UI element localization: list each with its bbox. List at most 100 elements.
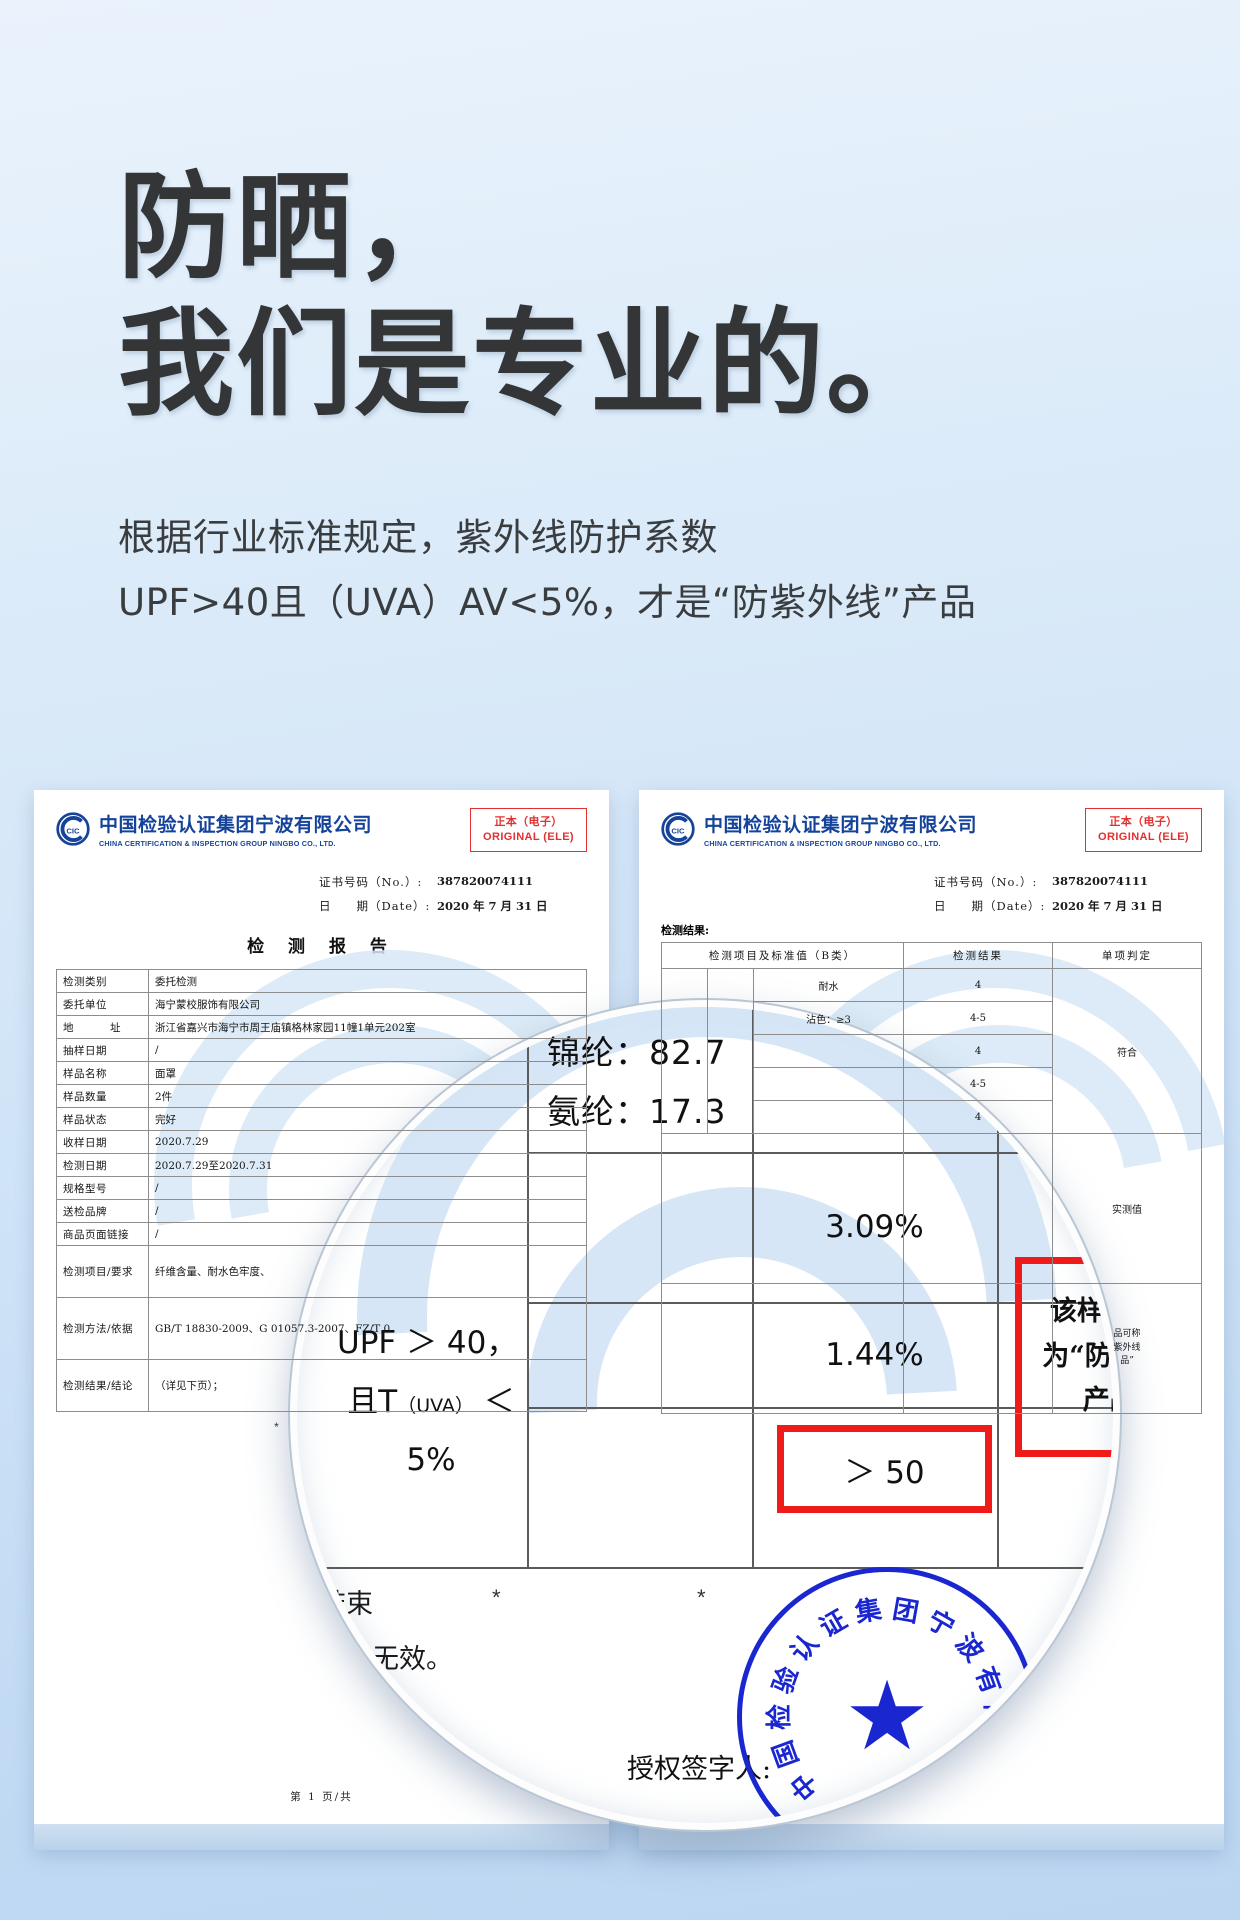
row-value: 委托检测 (148, 969, 587, 993)
svg-text:CIC: CIC (66, 826, 80, 835)
page-bottom-band (34, 1824, 609, 1850)
table-row: 检测日期 2020.7.29至2020.7.31 (56, 1153, 587, 1177)
row-value: 2件 (148, 1084, 587, 1108)
subtitle-line-1: 根据行业标准规定，紫外线防护系数 (118, 515, 718, 559)
certificate-page-1: CIC 中国检验认证集团宁波有限公司 CHINA CERTIFICATION &… (34, 790, 609, 1850)
row-key: 检测项目/要求 (56, 1245, 149, 1298)
col-items: 检测项目及标准值（B类） (661, 942, 904, 969)
stamp-ring (737, 1567, 1037, 1823)
verdict-uv-note: 品可称 紫外线 品” (1052, 1283, 1202, 1414)
row-key: 地 址 (56, 1015, 149, 1039)
item-label: 沾色：≥3 (753, 1001, 904, 1035)
row-value: 海宁蒙校服饰有限公司 (148, 992, 587, 1016)
results-table: 检测项目及标准值（B类） 检测结果 单项判定 耐水 4 符合 沾色：≥3 4-5 (661, 942, 1202, 1414)
row-key: 收样日期 (56, 1130, 149, 1154)
official-stamp: ★ 中国检验认证集团宁波有限公司 (737, 1567, 1037, 1823)
table-row: 4-5 (662, 1067, 1202, 1101)
footer-line-1: 结束 (319, 1589, 373, 1620)
row-key: 商品页面链接 (56, 1222, 149, 1246)
group-name: 耐水 (753, 968, 904, 1002)
cert-no-value: 387820074111 (1052, 874, 1149, 888)
page-footer: 第 1 页/共 (290, 1791, 353, 1803)
cert-date-value: 2020 年 7 月 31 日 (437, 899, 548, 913)
row-value: / (148, 1222, 587, 1246)
hero-section: 防晒， 我们是专业的。 根据行业标准规定，紫外线防护系数 UPF>40且（UVA… (118, 160, 1118, 635)
cert-date-label: 日 期（Date）: (319, 899, 431, 913)
row-value: 2020.7.29 (148, 1130, 587, 1154)
table-row: 检测项目/要求 纤维含量、耐水色牢度、 (56, 1245, 587, 1298)
cert-date-row: 日 期（Date）: 2020 年 7 月 31 日 (661, 898, 1202, 914)
col-result: 检测结果 (903, 942, 1053, 969)
row-value: 面罩 (148, 1061, 587, 1085)
table-row: 检测结果/结论 （详见下页）； (56, 1359, 587, 1412)
hero-subtitle: 根据行业标准规定，紫外线防护系数 UPF>40且（UVA）AV<5%，才是“防紫… (118, 506, 1118, 636)
cert-no-row: 证书号码（No.）: 387820074111 (661, 874, 1202, 890)
page-title: 防晒， 我们是专业的。 (118, 160, 1118, 434)
row-value: / (148, 1038, 587, 1062)
result-value: 4-5 (903, 1067, 1053, 1101)
result-value: 4 (903, 968, 1053, 1002)
upf-result-value: ＞ 50 (844, 1454, 925, 1491)
result-value: 4-5 (903, 1001, 1053, 1035)
upf-result-box: ＞ 50 (777, 1425, 992, 1513)
row-key: 抽样日期 (56, 1038, 149, 1062)
cert-no-label: 证书号码（No.）: (319, 875, 423, 889)
separator-stars: * (34, 1420, 609, 1434)
row-key: 样品状态 (56, 1107, 149, 1131)
table-row: 送检品牌 / (56, 1199, 587, 1223)
cert-date-label: 日 期（Date）: (934, 899, 1046, 913)
result-value: 4 (903, 1100, 1053, 1134)
row-key: 委托单位 (56, 992, 149, 1016)
table-row: 样品状态 完好 (56, 1107, 587, 1131)
certificate-meta: 证书号码（No.）: 387820074111 日 期（Date）: 2020 … (661, 874, 1202, 914)
table-row: 地 址浙江省嘉兴市海宁市周王庙镇格林家园11幢1单元202室 (56, 1015, 587, 1039)
star-left: * (492, 1585, 501, 1610)
original-badge-cn: 正本（电子） (494, 816, 563, 828)
verdict-conform: 符合 (1052, 968, 1202, 1134)
row-key: 检测日期 (56, 1153, 149, 1177)
table-row: 委托单位 海宁蒙校服饰有限公司 (56, 992, 587, 1016)
row-key: 检测类别 (56, 969, 149, 993)
table-row: 耐水 4 符合 (661, 968, 1202, 1134)
table-row: 检测类别 委托检测 (56, 969, 587, 993)
stamp-text: 中国检验认证集团宁波有限公司 (765, 1594, 1009, 1806)
page-title-line-2: 我们是专业的。 (118, 296, 944, 432)
item-label (753, 1034, 904, 1068)
verdict-measured: 实测值 (1052, 1133, 1202, 1284)
company-name-en: CHINA CERTIFICATION & INSPECTION GROUP N… (99, 839, 336, 848)
original-badge-en: ORIGINAL (ELE) (1098, 830, 1189, 843)
cic-logo-icon: CIC (661, 812, 695, 846)
table-row: 样品数量 2件 (56, 1084, 587, 1108)
report-info-table: 检测类别 委托检测 委托单位 海宁蒙校服饰有限公司 地 址浙江省嘉兴市海宁市周王庙镇… (56, 969, 587, 1412)
subtitle-line-2: UPF>40且（UVA）AV<5%，才是“防紫外线”产品 (118, 580, 977, 624)
company-name-en: CHINA CERTIFICATION & INSPECTION GROUP N… (704, 839, 941, 848)
original-badge-cn: 正本（电子） (1109, 816, 1178, 828)
result-value: 4 (903, 1034, 1053, 1068)
company-name-cn: 中国检验认证集团宁波有限公司 (99, 814, 373, 836)
table-row: 抽样日期 / (56, 1038, 587, 1062)
row-key: 送检品牌 (56, 1199, 149, 1223)
row-value: 纤维含量、耐水色牢度、 (148, 1245, 587, 1298)
table-row: 品可称 紫外线 品” (661, 1283, 1202, 1414)
page-title-line-1: 防晒， (118, 160, 472, 295)
item-label (753, 1100, 904, 1134)
table-header-row: 检测项目及标准值（B类） 检测结果 单项判定 (661, 942, 1202, 969)
col-verdict: 单项判定 (1052, 942, 1202, 969)
footer-line-2: 件无效。 (345, 1644, 453, 1675)
cert-no-row: 证书号码（No.）: 387820074111 (56, 874, 587, 890)
row-value: 完好 (148, 1107, 587, 1131)
row-key: 样品名称 (56, 1061, 149, 1085)
table-row: 样品名称 面罩 (56, 1061, 587, 1085)
table-row: 实测值 (661, 1133, 1202, 1284)
results-section-label: 检测结果: (661, 924, 710, 937)
row-value: 浙江省嘉兴市海宁市周王庙镇格林家园11幢1单元202室 (148, 1015, 587, 1039)
cic-logo-icon: CIC (56, 812, 90, 846)
item-label (753, 1067, 904, 1101)
table-row: 规格型号 / (56, 1176, 587, 1200)
svg-text:CIC: CIC (671, 826, 685, 835)
row-key: 检测方法/依据 (56, 1297, 149, 1360)
star-mid: * (697, 1585, 706, 1610)
certificate-header: CIC 中国检验认证集团宁波有限公司 CHINA CERTIFICATION &… (639, 790, 1224, 914)
cert-date-value: 2020 年 7 月 31 日 (1052, 899, 1163, 913)
row-key: 规格型号 (56, 1176, 149, 1200)
